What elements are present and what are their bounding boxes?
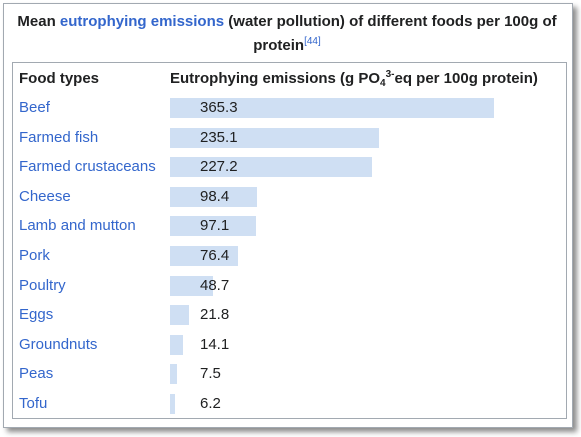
- table-row: Poultry 48.7: [13, 273, 566, 303]
- food-type-link[interactable]: Farmed crustaceans: [19, 158, 156, 176]
- header-emissions-prefix: Eutrophying emissions (g PO: [170, 70, 381, 87]
- table-row: Farmed crustaceans 227.2: [13, 154, 566, 184]
- caption-suffix: (water pollution) of different foods per…: [224, 13, 557, 54]
- table-header-row: Food types Eutrophying emissions (g PO43…: [13, 63, 566, 95]
- emission-value-label: 21.8: [200, 306, 230, 324]
- emission-value-label: 227.2: [200, 158, 238, 176]
- table-caption: Mean eutrophying emissions (water pollut…: [0, 10, 574, 58]
- emission-bar: [170, 157, 372, 178]
- table-row: Beef 365.3: [13, 95, 566, 125]
- emission-bar: [170, 334, 183, 355]
- emission-value-label: 6.2: [200, 394, 221, 412]
- emission-bar: [170, 98, 494, 118]
- emission-bar: [170, 364, 177, 385]
- table-row: Peas 7.5: [13, 361, 566, 391]
- caption-reference[interactable]: [44]: [304, 36, 321, 47]
- food-type-link[interactable]: Lamb and mutton: [19, 217, 136, 235]
- table-row: Groundnuts 14.1: [13, 332, 566, 362]
- header-emissions-sub: 4: [380, 78, 386, 89]
- emission-value-label: 235.1: [200, 128, 238, 146]
- caption-link-eutrophying-emissions[interactable]: eutrophying emissions: [59, 13, 225, 30]
- food-type-link[interactable]: Pork: [19, 246, 50, 264]
- emission-value-label: 365.3: [200, 99, 238, 116]
- emission-value-label: 98.4: [200, 187, 230, 205]
- emission-value-label: 97.1: [200, 217, 230, 235]
- header-emissions-sup: 3-: [385, 69, 395, 80]
- food-type-link[interactable]: Poultry: [19, 276, 66, 294]
- emission-bar: [170, 275, 214, 296]
- table-row: Pork 76.4: [13, 243, 566, 273]
- table-row: Lamb and mutton 97.1: [13, 213, 566, 243]
- header-food-types: Food types: [19, 70, 100, 87]
- emission-bar: [170, 305, 190, 326]
- emission-value-label: 48.7: [200, 276, 230, 294]
- emission-bar: [170, 186, 258, 207]
- caption-prefix: Mean: [17, 13, 60, 30]
- emission-value-label: 76.4: [200, 246, 230, 264]
- emission-bar: [170, 216, 257, 237]
- emission-bar: [170, 245, 238, 266]
- food-type-link[interactable]: Beef: [19, 99, 50, 116]
- emission-bar: [170, 393, 176, 414]
- food-type-link[interactable]: Eggs: [19, 306, 54, 324]
- table-row: Eggs 21.8: [13, 302, 566, 332]
- food-type-link[interactable]: Peas: [19, 365, 54, 383]
- table-body: Beef 365.3 Farmed fish 235.1 Farmed crustace…: [13, 95, 566, 421]
- table-row: Cheese 98.4: [13, 184, 566, 214]
- header-emissions: Eutrophying emissions (g PO43-eq per 100…: [170, 69, 538, 89]
- emission-value-label: 14.1: [200, 335, 230, 353]
- emission-value-label: 7.5: [200, 365, 221, 383]
- header-emissions-suffix: eq per 100g protein): [394, 70, 538, 87]
- food-type-link[interactable]: Tofu: [19, 394, 48, 412]
- table-row: Tofu 6.2: [13, 391, 566, 421]
- table-row: Farmed fish 235.1: [13, 125, 566, 155]
- emissions-table: Food types Eutrophying emissions (g PO43…: [12, 62, 567, 419]
- food-type-link[interactable]: Cheese: [19, 187, 71, 205]
- food-type-link[interactable]: Farmed fish: [19, 128, 99, 146]
- emission-bar: [170, 127, 379, 148]
- food-type-link[interactable]: Groundnuts: [19, 335, 98, 353]
